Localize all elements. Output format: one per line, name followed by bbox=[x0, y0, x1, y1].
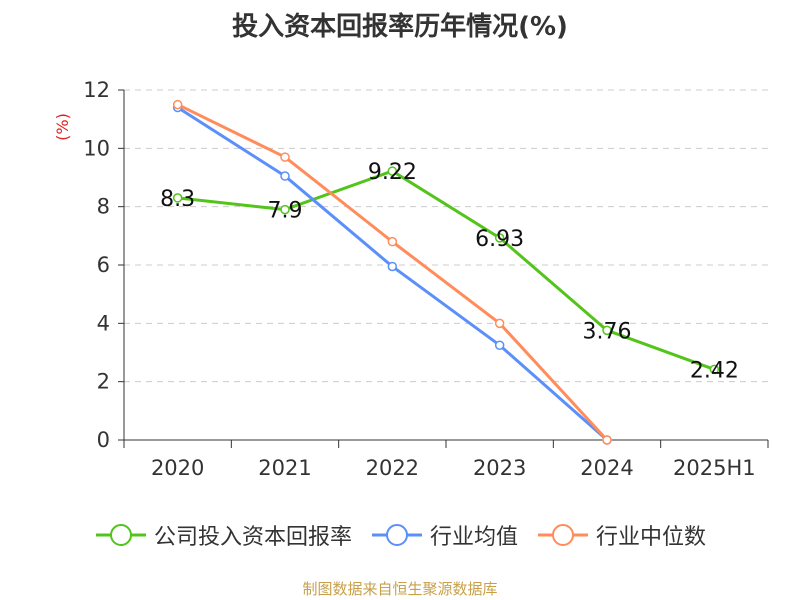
chart-title: 投入资本回报率历年情况(%) bbox=[232, 12, 568, 42]
data-point bbox=[709, 364, 720, 375]
x-tick-label: 2022 bbox=[366, 456, 419, 480]
data-label: 3.76 bbox=[583, 319, 632, 344]
data-point bbox=[280, 152, 290, 162]
y-tick-label: 0 bbox=[97, 428, 110, 452]
legend-label: 行业中位数 bbox=[596, 525, 707, 550]
data-label: 8.3 bbox=[160, 187, 195, 212]
data-point bbox=[494, 233, 505, 243]
legend-marker bbox=[538, 524, 588, 546]
y-tick-label: 4 bbox=[97, 311, 110, 335]
legend-label: 行业均值 bbox=[429, 525, 518, 550]
x-tick-label: 2020 bbox=[151, 456, 204, 480]
data-labels: 8.3 7.9 9.22 6.93 3.76 2.42 bbox=[160, 160, 739, 383]
legend-label: 公司投入资本回报率 bbox=[153, 525, 352, 550]
data-point bbox=[280, 171, 290, 181]
series-line bbox=[177, 103, 609, 442]
legend-item: 行业均值 bbox=[370, 519, 518, 551]
data-point bbox=[172, 193, 183, 203]
legend-marker bbox=[95, 524, 146, 546]
grid-lines bbox=[124, 89, 768, 383]
y-axis-label: (%) bbox=[53, 113, 72, 141]
data-label: 6.93 bbox=[475, 227, 524, 252]
data-point bbox=[602, 435, 612, 445]
data-point bbox=[387, 166, 398, 176]
y-tick-label: 12 bbox=[83, 78, 110, 102]
data-label: 2.42 bbox=[690, 358, 739, 383]
legend-item: 公司投入资本回报率 bbox=[94, 519, 352, 551]
x-tick-label: 2025H1 bbox=[673, 456, 756, 480]
data-point bbox=[280, 204, 290, 215]
data-label: 9.22 bbox=[368, 160, 417, 185]
legend-item: 行业中位数 bbox=[536, 519, 706, 551]
y-tick-label: 8 bbox=[97, 195, 110, 219]
axes: 0 2 4 6 8 10 12 2020 2021 2022 2023 2024 2025H1 bbox=[83, 78, 769, 480]
data-point bbox=[387, 236, 398, 247]
x-tick-label: 2023 bbox=[473, 456, 526, 480]
legend-marker bbox=[371, 524, 422, 546]
data-point bbox=[494, 340, 505, 350]
data-point bbox=[494, 318, 505, 329]
source-note: 制图数据来自恒生聚源数据库 bbox=[302, 580, 498, 598]
x-tick-label: 2021 bbox=[258, 456, 311, 480]
y-tick-label: 6 bbox=[97, 253, 110, 277]
data-point bbox=[387, 261, 398, 272]
x-tick-label: 2024 bbox=[580, 456, 633, 480]
data-label: 7.9 bbox=[268, 199, 303, 224]
series-line bbox=[177, 169, 715, 371]
series-lines bbox=[172, 99, 720, 445]
data-point bbox=[172, 99, 183, 110]
data-point bbox=[602, 325, 612, 336]
legend: 公司投入资本回报率 行业均值 行业中位数 bbox=[0, 519, 800, 551]
y-tick-label: 2 bbox=[97, 370, 110, 394]
y-tick-label: 10 bbox=[83, 136, 110, 160]
